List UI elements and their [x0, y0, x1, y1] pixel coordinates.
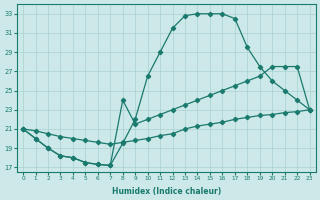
X-axis label: Humidex (Indice chaleur): Humidex (Indice chaleur) — [112, 187, 221, 196]
